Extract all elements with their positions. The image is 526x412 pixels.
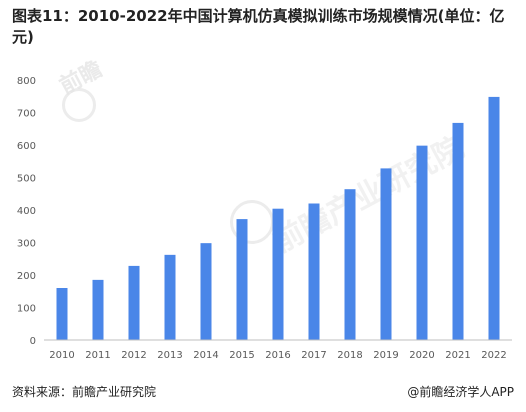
bar-2011	[92, 279, 104, 340]
bar-2014	[200, 243, 212, 340]
x-axis: 2010 2011 2012 2013 2014 2015 2016 2017 2018 2019…	[44, 339, 512, 361]
x-tick-label: 2019	[373, 350, 398, 361]
x-tick-label: 2021	[445, 350, 470, 361]
y-tick-label: 500	[17, 174, 36, 185]
y-tick-label: 800	[17, 76, 36, 87]
x-tick-label: 2010	[49, 350, 74, 361]
bar-2022	[488, 96, 500, 341]
bar-2019	[380, 168, 392, 340]
x-tick-label: 2013	[157, 350, 182, 361]
x-tick-label: 2011	[85, 350, 110, 361]
bar-2013	[164, 254, 176, 340]
y-tick-label: 300	[17, 239, 36, 250]
x-tick-label: 2018	[337, 350, 362, 361]
credit-note: @前瞻经济学人APP	[407, 385, 514, 399]
y-tick-label: 600	[17, 141, 36, 152]
bar-2012	[128, 265, 140, 340]
x-tick-label: 2014	[193, 350, 218, 361]
y-tick-label: 200	[17, 271, 36, 282]
chart-title: 图表11：2010-2022年中国计算机仿真模拟训练市场规模情况(单位：亿元)	[12, 7, 505, 46]
y-tick-label: 700	[17, 109, 36, 120]
bar-2015	[236, 219, 248, 340]
x-tick-label: 2012	[121, 350, 146, 361]
x-tick-label: 2016	[265, 350, 290, 361]
bar-2017	[308, 203, 320, 340]
x-tick-label: 2017	[301, 350, 326, 361]
bar-2020	[416, 145, 428, 340]
bar-2018	[344, 189, 356, 340]
y-tick-label: 400	[17, 206, 36, 217]
y-tick-label: 100	[17, 304, 36, 315]
bar-2021	[452, 122, 464, 341]
y-tick-label: 0	[30, 336, 36, 347]
x-tick-label: 2022	[481, 350, 506, 361]
x-tick-label: 2015	[229, 350, 254, 361]
watermark-logo-icon	[62, 88, 96, 122]
bar-2016	[272, 208, 284, 340]
bar-2010	[56, 288, 68, 340]
source-note: 资料来源：前瞻产业研究院	[12, 385, 157, 399]
y-axis: 0 100 200 300 400 500 600 700 800	[17, 76, 36, 347]
bars	[56, 96, 500, 341]
x-tick-label: 2020	[409, 350, 434, 361]
